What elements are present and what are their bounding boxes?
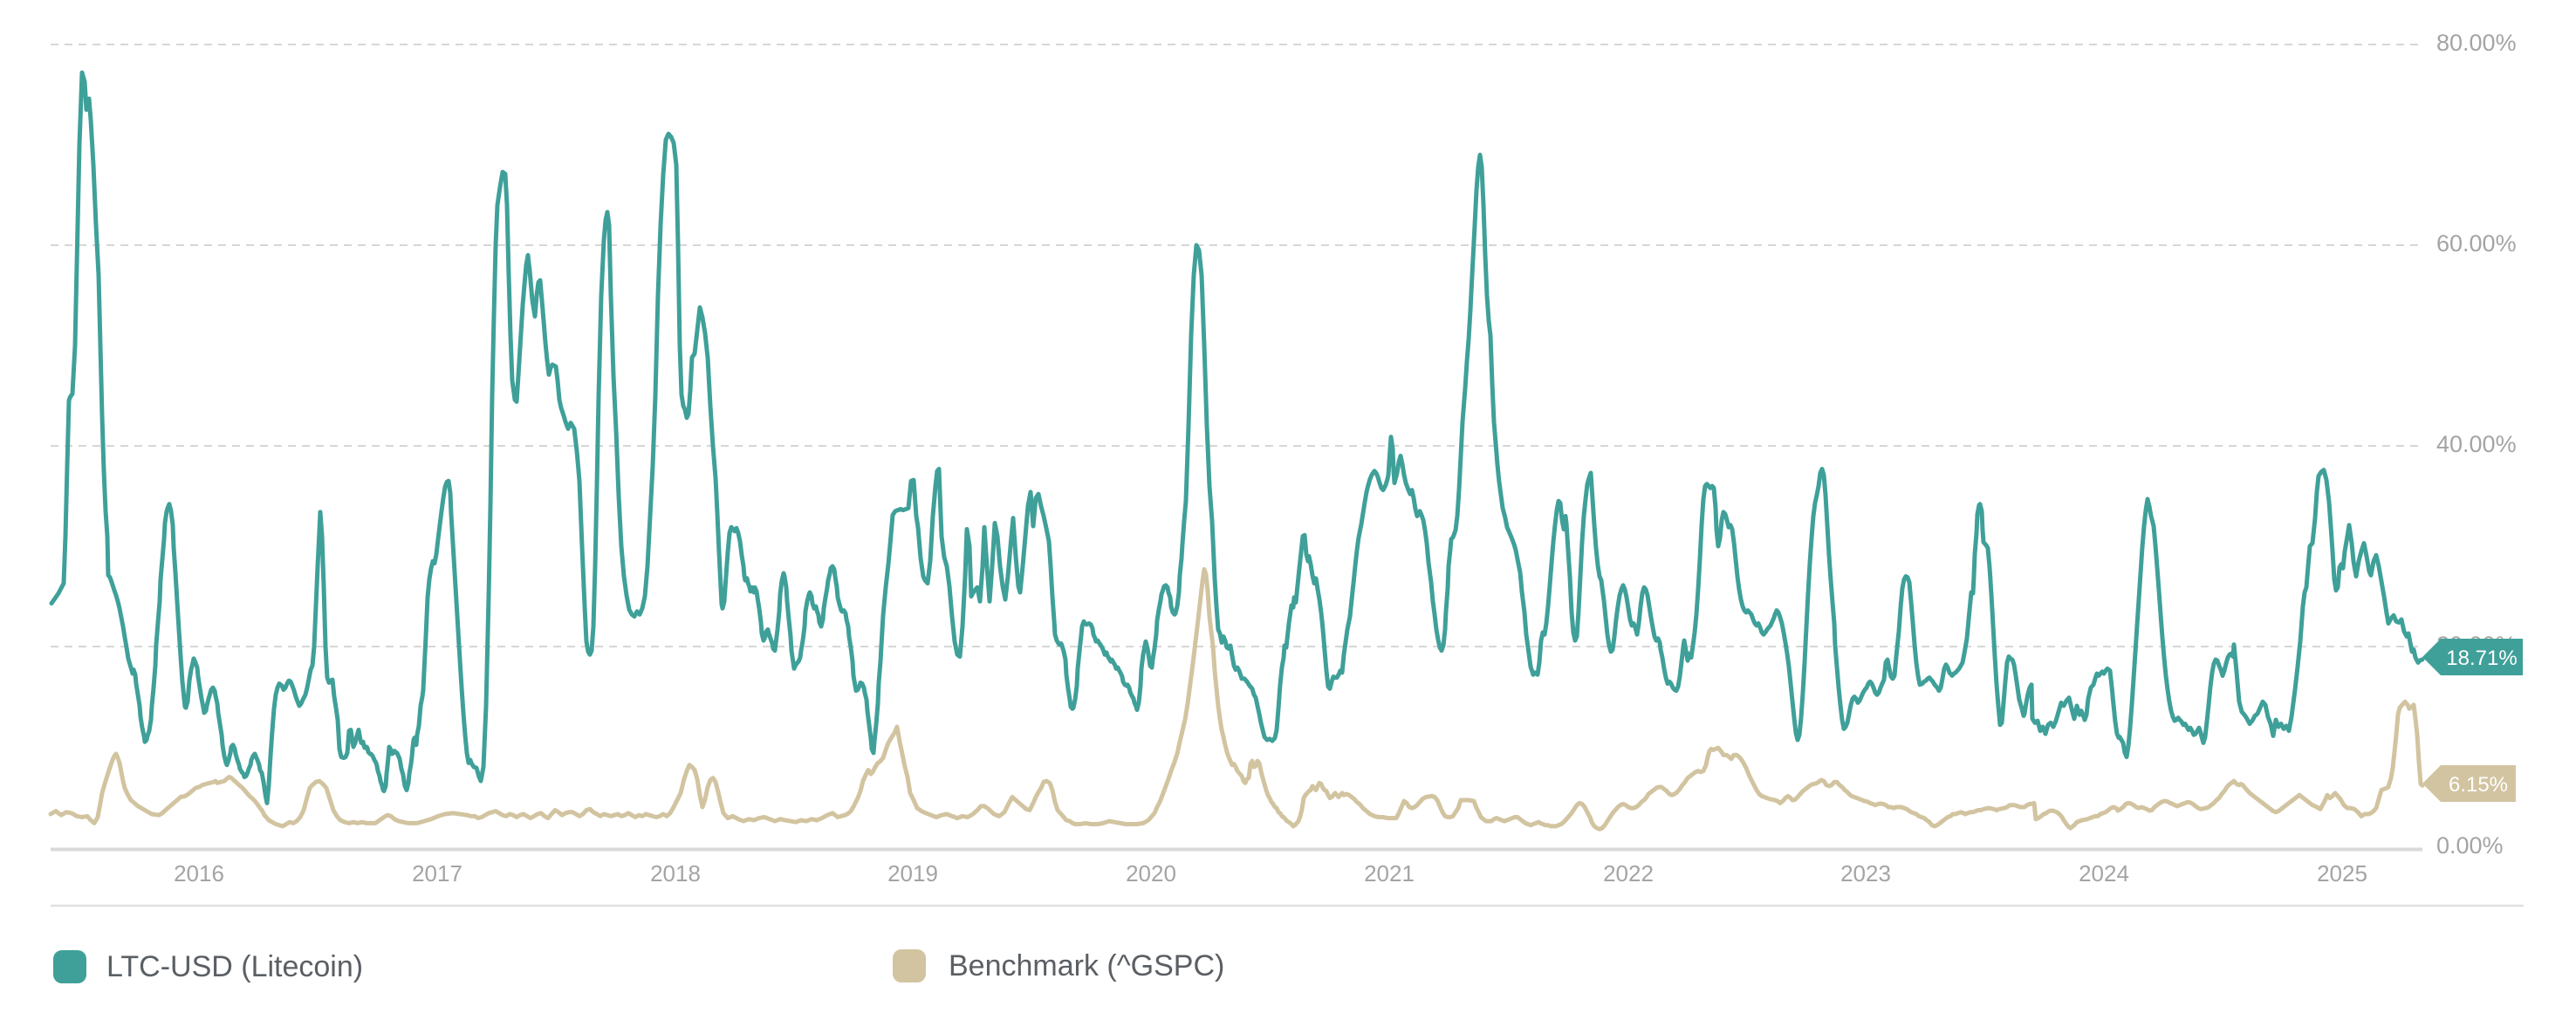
svg-text:2022: 2022: [1603, 860, 1654, 887]
svg-text:2018: 2018: [650, 860, 701, 887]
svg-text:40.00%: 40.00%: [2436, 431, 2517, 457]
svg-text:2024: 2024: [2079, 860, 2129, 887]
svg-text:2021: 2021: [1364, 860, 1415, 887]
svg-text:Benchmark (^GSPC): Benchmark (^GSPC): [949, 949, 1224, 982]
svg-text:18.71%: 18.71%: [2446, 647, 2517, 670]
svg-text:0.00%: 0.00%: [2436, 832, 2504, 859]
svg-text:LTC-USD (Litecoin): LTC-USD (Litecoin): [106, 950, 363, 983]
svg-text:6.15%: 6.15%: [2449, 773, 2508, 797]
svg-text:60.00%: 60.00%: [2436, 230, 2517, 257]
svg-text:2025: 2025: [2317, 860, 2367, 887]
svg-text:80.00%: 80.00%: [2436, 30, 2517, 56]
svg-text:2020: 2020: [1126, 860, 1176, 887]
svg-text:2017: 2017: [412, 860, 462, 887]
svg-text:2016: 2016: [174, 860, 224, 887]
svg-text:2019: 2019: [887, 860, 938, 887]
svg-text:2023: 2023: [1840, 860, 1891, 887]
